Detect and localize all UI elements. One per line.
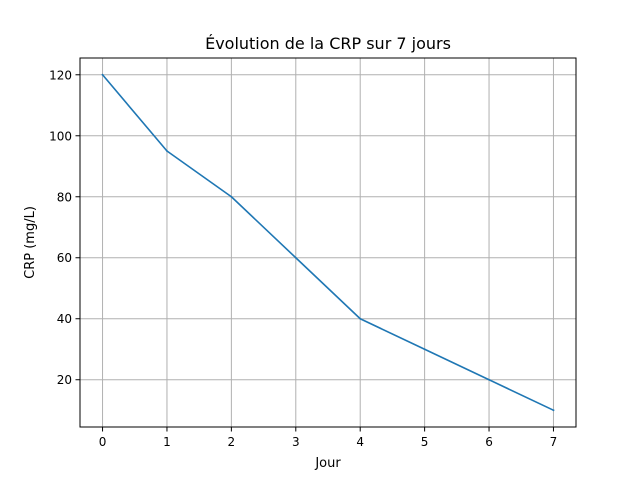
x-tick-label: 4 xyxy=(356,435,364,449)
x-axis-label: Jour xyxy=(314,456,341,471)
data-point xyxy=(359,317,362,320)
data-point xyxy=(101,73,104,76)
x-tick-label: 0 xyxy=(99,435,107,449)
plot-frame xyxy=(79,57,577,428)
y-tick-label: 40 xyxy=(57,312,72,326)
y-tick-label: 120 xyxy=(49,68,72,82)
y-tick-label: 80 xyxy=(57,190,72,204)
y-tick-label: 60 xyxy=(57,251,72,265)
ticks: 0 1 2 3 4 5 6 7 20 40 60 80 100 120 xyxy=(49,68,557,449)
data-point xyxy=(294,256,297,259)
series-layer xyxy=(101,73,555,412)
y-tick-label: 100 xyxy=(49,129,72,143)
data-point xyxy=(488,378,490,381)
data-point xyxy=(166,150,168,152)
series-line xyxy=(101,73,555,412)
x-tick-label: 3 xyxy=(292,435,300,449)
y-tick-label: 20 xyxy=(57,373,72,387)
x-tick-label: 5 xyxy=(421,435,429,449)
y-axis-label: CRP (mg/L) xyxy=(23,206,38,279)
data-point xyxy=(552,409,555,412)
data-point xyxy=(230,195,233,198)
chart-title: Évolution de la CRP sur 7 jours xyxy=(205,34,451,53)
x-tick-label: 7 xyxy=(550,435,558,449)
x-tick-label: 2 xyxy=(228,435,236,449)
x-tick-label: 1 xyxy=(163,435,171,449)
grid xyxy=(80,58,576,427)
data-point xyxy=(423,348,426,351)
x-tick-label: 6 xyxy=(485,435,493,449)
